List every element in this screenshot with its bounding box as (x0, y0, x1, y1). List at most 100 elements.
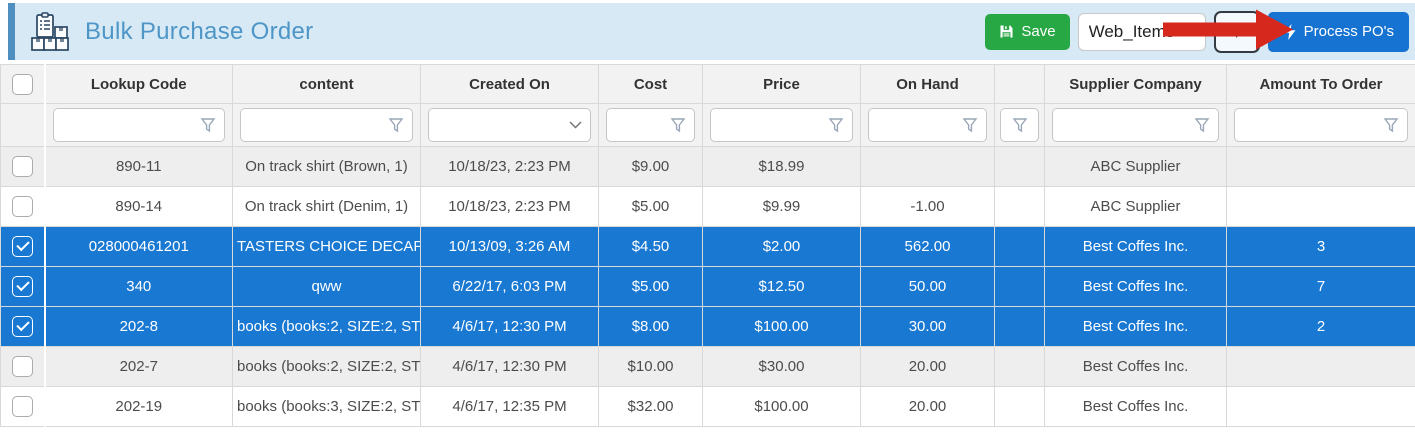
table-row[interactable]: 202-8 books (books:2, SIZE:2, ST 4/6/17,… (0, 306, 1415, 347)
column-header-amount-to-order[interactable]: Amount To Order (1226, 64, 1415, 104)
column-header-lookup-code[interactable]: Lookup Code (44, 64, 233, 104)
cell-blank (994, 346, 1045, 387)
table-row[interactable]: 028000461201 TASTERS CHOICE DECAFE 10/13… (0, 226, 1415, 267)
row-checkbox[interactable] (11, 316, 33, 337)
filter-funnel-icon[interactable] (388, 117, 404, 133)
filter-price (710, 108, 853, 142)
cell-blank (994, 226, 1045, 267)
cell-price: $2.00 (702, 226, 861, 267)
cell-cost: $32.00 (598, 386, 703, 427)
cell-amount-to-order[interactable]: 3 (1226, 226, 1415, 267)
cell-created-on: 10/18/23, 2:23 PM (420, 146, 599, 187)
cell-cost: $5.00 (598, 266, 703, 307)
filter-amount-to-order (1234, 108, 1408, 142)
quantity-stepper[interactable]: ▴ ▾ (1213, 10, 1260, 53)
cell-blank (994, 186, 1045, 227)
cell-amount-to-order[interactable] (1226, 146, 1415, 187)
lightning-icon (1283, 23, 1297, 40)
column-header-created-on[interactable]: Created On (420, 64, 599, 104)
row-checkbox[interactable] (11, 236, 33, 257)
cell-amount-to-order[interactable]: 7 (1226, 266, 1415, 307)
filter-content (240, 108, 413, 142)
filter-on-hand-input[interactable] (877, 109, 962, 141)
filter-funnel-icon[interactable] (962, 117, 978, 133)
row-select-cell (0, 146, 46, 187)
row-checkbox[interactable] (11, 356, 33, 377)
filter-funnel-icon[interactable] (200, 117, 216, 133)
cell-price: $100.00 (702, 386, 861, 427)
table-row[interactable]: 890-11 On track shirt (Brown, 1) 10/18/2… (0, 146, 1415, 187)
process-pos-button-label: Process PO's (1303, 23, 1394, 40)
cell-price: $30.00 (702, 346, 861, 387)
cell-created-on: 4/6/17, 12:35 PM (420, 386, 599, 427)
row-select-cell (0, 186, 46, 227)
cell-price: $100.00 (702, 306, 861, 347)
filter-lookup-code-input[interactable] (61, 109, 200, 141)
filter-funnel-icon[interactable] (1012, 117, 1028, 133)
filter-price-input[interactable] (719, 109, 828, 141)
cell-cost: $8.00 (598, 306, 703, 347)
table-row[interactable]: 340 qww 6/22/17, 6:03 PM $5.00 $12.50 50… (0, 266, 1415, 307)
cell-content: TASTERS CHOICE DECAFE (232, 226, 421, 267)
row-select-cell (0, 226, 46, 267)
filter-supplier-company-input[interactable] (1061, 109, 1194, 141)
filter-content-input[interactable] (249, 109, 388, 141)
row-checkbox[interactable] (11, 396, 33, 417)
process-pos-button[interactable]: Process PO's (1267, 11, 1409, 52)
filter-created-on-input[interactable] (437, 109, 569, 141)
filter-created-on (428, 108, 591, 142)
cell-created-on: 10/13/09, 3:26 AM (420, 226, 599, 267)
column-header-price[interactable]: Price (702, 64, 861, 104)
filter-amount-to-order-input[interactable] (1243, 109, 1383, 141)
cell-supplier-company: Best Coffes Inc. (1044, 346, 1227, 387)
cell-content: On track shirt (Brown, 1) (232, 146, 421, 187)
filter-funnel-icon[interactable] (670, 117, 686, 133)
cell-supplier-company: Best Coffes Inc. (1044, 266, 1227, 307)
filter-cost-input[interactable] (615, 109, 670, 141)
cell-amount-to-order[interactable] (1226, 386, 1415, 427)
column-header-supplier-company[interactable]: Supplier Company (1044, 64, 1227, 104)
cell-content: books (books:2, SIZE:2, ST (232, 346, 421, 387)
row-select-cell (0, 346, 46, 387)
cell-content: books (books:2, SIZE:2, ST (232, 306, 421, 347)
cell-cost: $4.50 (598, 226, 703, 267)
cell-blank (994, 306, 1045, 347)
grid-filter-row (0, 103, 1415, 147)
column-header-on-hand[interactable]: On Hand (860, 64, 995, 104)
row-checkbox[interactable] (11, 196, 33, 217)
row-checkbox[interactable] (11, 276, 33, 297)
column-header-blank[interactable] (994, 64, 1045, 104)
save-button[interactable]: Save (985, 13, 1070, 50)
filter-blank (1000, 108, 1039, 142)
page-title: Bulk Purchase Order (85, 17, 314, 45)
grid-header-row: Lookup Code content Created On Cost Pric… (0, 64, 1415, 104)
cell-content: books (books:3, SIZE:2, ST (232, 386, 421, 427)
filter-supplier-company (1052, 108, 1219, 142)
batch-name-input[interactable] (1077, 12, 1206, 51)
cell-price: $9.99 (702, 186, 861, 227)
cell-cost: $9.00 (598, 146, 703, 187)
cell-supplier-company: Best Coffes Inc. (1044, 386, 1227, 427)
filter-lookup-code (52, 108, 225, 142)
table-row[interactable]: 890-14 On track shirt (Denim, 1) 10/18/2… (0, 186, 1415, 227)
chevron-down-icon[interactable] (569, 121, 582, 129)
cell-amount-to-order[interactable]: 2 (1226, 306, 1415, 347)
cell-amount-to-order[interactable] (1226, 186, 1415, 227)
filter-funnel-icon[interactable] (828, 117, 844, 133)
column-header-cost[interactable]: Cost (598, 64, 703, 104)
table-row[interactable]: 202-19 books (books:3, SIZE:2, ST 4/6/17… (0, 386, 1415, 427)
cell-blank (994, 386, 1045, 427)
cell-on-hand: 20.00 (860, 386, 995, 427)
filter-funnel-icon[interactable] (1383, 117, 1399, 133)
cell-lookup-code: 202-8 (44, 306, 233, 347)
cell-supplier-company: Best Coffes Inc. (1044, 226, 1227, 267)
select-all-checkbox[interactable] (11, 73, 33, 95)
filter-funnel-icon[interactable] (1194, 117, 1210, 133)
cell-content: qww (232, 266, 421, 307)
cell-cost: $5.00 (598, 186, 703, 227)
cell-amount-to-order[interactable] (1226, 346, 1415, 387)
table-row[interactable]: 202-7 books (books:2, SIZE:2, ST 4/6/17,… (0, 346, 1415, 387)
column-header-content[interactable]: content (232, 64, 421, 104)
stepper-down-icon[interactable]: ▾ (1234, 29, 1239, 40)
row-checkbox[interactable] (11, 156, 33, 177)
